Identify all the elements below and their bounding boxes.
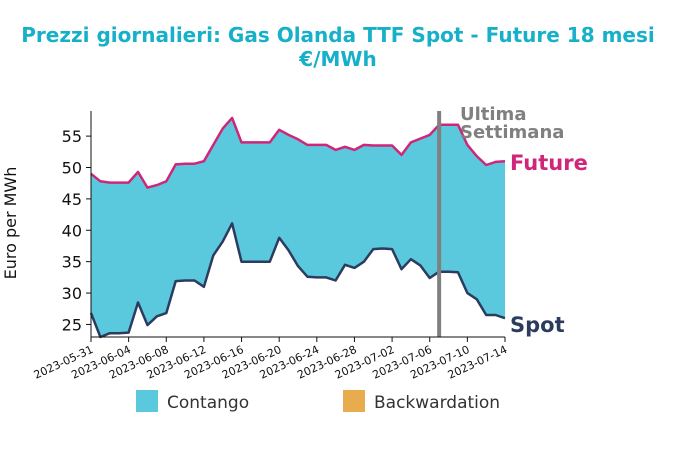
spot-series-line xyxy=(89,222,506,339)
future-series-line xyxy=(90,116,506,189)
y-tick-label: 30 xyxy=(62,284,82,303)
last-week-label-line2: Settimana xyxy=(460,122,564,143)
contango-area xyxy=(91,117,505,338)
legend-label-contango: Contango xyxy=(167,393,249,413)
legend-swatch-backwardation xyxy=(343,390,365,412)
y-axis-label: Euro per MWh xyxy=(1,167,20,280)
y-tick-label: 40 xyxy=(62,221,82,240)
legend-swatch-contango xyxy=(136,390,158,412)
x-axis-ticks: 2023-05-312023-06-042023-06-082023-06-12… xyxy=(32,337,509,382)
chart-title: Prezzi giornalieri: Gas Olanda TTF Spot … xyxy=(21,23,654,47)
chart-title-unit: €/MWh xyxy=(298,47,376,71)
y-tick-label: 55 xyxy=(62,127,82,146)
y-tick-label: 35 xyxy=(62,253,82,272)
y-tick-label: 25 xyxy=(62,315,82,334)
plot-area xyxy=(89,111,506,339)
future-series-label: Future xyxy=(510,151,588,175)
legend: Contango Backwardation xyxy=(136,390,500,413)
y-axis-ticks: 25 30 35 40 45 50 55 xyxy=(62,127,91,334)
last-week-label-line1: Ultima xyxy=(460,104,526,125)
y-tick-label: 45 xyxy=(62,190,82,209)
legend-label-backwardation: Backwardation xyxy=(374,393,500,413)
spot-series-label: Spot xyxy=(510,313,565,337)
y-tick-label: 50 xyxy=(62,159,82,178)
